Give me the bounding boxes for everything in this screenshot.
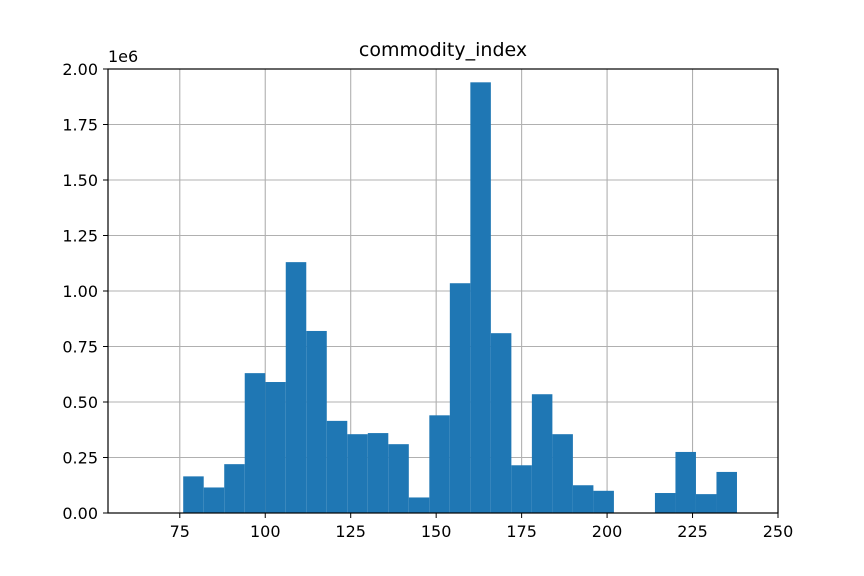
y-tick-label: 2.00: [62, 60, 98, 79]
y-tick-label: 0.00: [62, 504, 98, 523]
histogram-bar: [203, 487, 225, 513]
histogram-bar: [654, 493, 676, 513]
y-tick-label: 1.75: [62, 116, 98, 135]
histogram-bar: [511, 465, 532, 513]
histogram-bar: [490, 333, 512, 513]
x-axis-ticks: 75 100 125 150 175 200 225 250: [170, 513, 794, 541]
histogram-bar: [265, 382, 286, 513]
x-tick-label: 75: [170, 522, 190, 541]
histogram-bar: [367, 433, 389, 513]
y-tick-label: 1.00: [62, 282, 98, 301]
y-tick-label: 0.25: [62, 449, 98, 468]
histogram-bar: [449, 283, 471, 513]
x-tick-label: 125: [335, 522, 366, 541]
y-tick-label: 1.25: [62, 227, 98, 246]
x-tick-label: 100: [250, 522, 281, 541]
y-offset-label: 1e6: [108, 47, 138, 66]
y-tick-label: 0.75: [62, 338, 98, 357]
x-tick-label: 225: [677, 522, 708, 541]
x-tick-label: 175: [506, 522, 537, 541]
histogram-bar: [552, 434, 573, 513]
histogram-bar: [695, 494, 717, 513]
histogram-bar: [408, 497, 430, 513]
x-tick-label: 250: [763, 522, 794, 541]
histogram-bar: [183, 476, 204, 513]
chart-title: commodity_index: [359, 39, 527, 61]
histogram-bar: [593, 490, 614, 513]
histogram-bar: [429, 415, 450, 513]
y-tick-label: 0.50: [62, 393, 98, 412]
histogram-bar: [347, 434, 368, 513]
x-tick-label: 200: [592, 522, 623, 541]
x-tick-label: 150: [421, 522, 452, 541]
histogram-bar: [572, 485, 594, 513]
histogram-bars: [183, 82, 737, 513]
y-axis-ticks: 0.00 0.25 0.50 0.75 1.00 1.25 1.50 1.75 2.00: [62, 60, 108, 523]
histogram-bar: [675, 451, 696, 513]
histogram-bar: [326, 420, 348, 513]
y-tick-label: 1.50: [62, 171, 98, 190]
histogram-bar: [531, 394, 553, 513]
histogram-bar: [285, 262, 307, 513]
histogram-bar: [388, 444, 409, 513]
histogram-bar: [470, 82, 491, 513]
histogram-bar: [244, 373, 266, 513]
histogram-bar: [716, 471, 737, 513]
histogram-bar: [224, 464, 245, 513]
histogram-bar: [306, 330, 327, 513]
